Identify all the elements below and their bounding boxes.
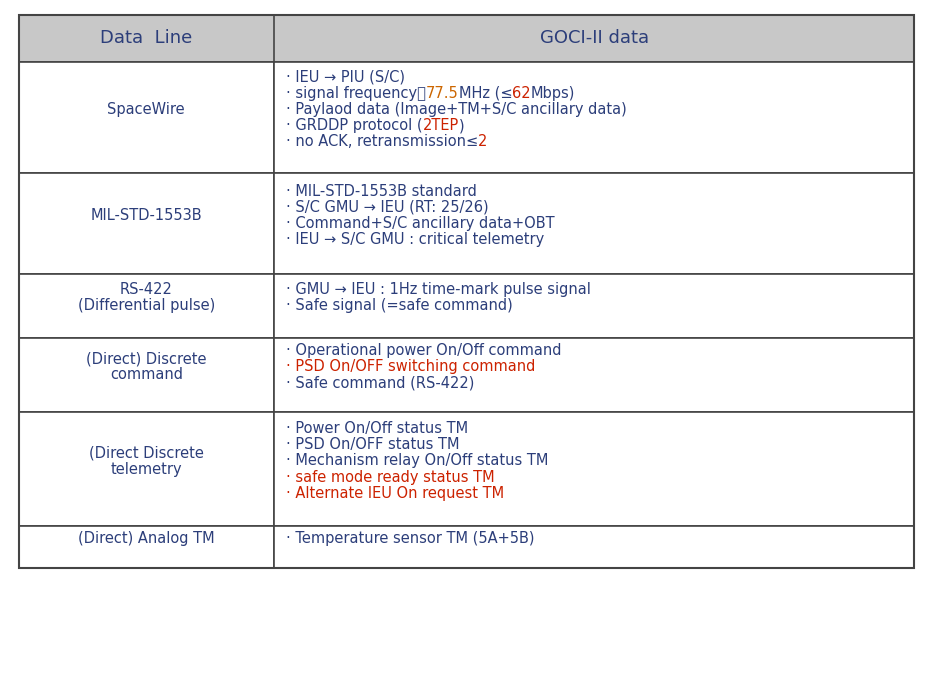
Text: Mbps): Mbps): [531, 86, 575, 100]
Text: MIL-STD-1553B: MIL-STD-1553B: [91, 208, 202, 223]
Text: · PSD On/OFF status TM: · PSD On/OFF status TM: [285, 437, 459, 452]
Text: · IEU → S/C GMU : critical telemetry: · IEU → S/C GMU : critical telemetry: [285, 232, 544, 247]
Text: (Direct Discrete: (Direct Discrete: [89, 445, 203, 460]
Text: MHz (≤: MHz (≤: [458, 86, 512, 100]
Text: · Temperature sensor TM (5A+5B): · Temperature sensor TM (5A+5B): [285, 531, 535, 547]
Bar: [19, 337, 274, 412]
Text: · Operational power On/Off command: · Operational power On/Off command: [285, 343, 562, 358]
Text: · GMU → IEU : 1Hz time-mark pulse signal: · GMU → IEU : 1Hz time-mark pulse signal: [285, 282, 591, 297]
Text: 77.5: 77.5: [425, 86, 458, 100]
Text: command: command: [110, 367, 183, 382]
Text: · signal frequency：: · signal frequency：: [285, 86, 425, 100]
Bar: [274, 173, 914, 274]
Text: ): ): [459, 118, 465, 133]
Text: Data  Line: Data Line: [100, 29, 192, 48]
Text: (Differential pulse): (Differential pulse): [77, 298, 215, 313]
Text: · Power On/Off status TM: · Power On/Off status TM: [285, 421, 468, 436]
Text: · no ACK, retransmission≤: · no ACK, retransmission≤: [285, 134, 479, 149]
Bar: [19, 15, 914, 62]
Bar: [274, 412, 914, 526]
Text: · Alternate IEU On request TM: · Alternate IEU On request TM: [285, 486, 504, 501]
Text: · Mechanism relay On/Off status TM: · Mechanism relay On/Off status TM: [285, 454, 549, 469]
Text: SpaceWire: SpaceWire: [107, 102, 185, 117]
Text: · S/C GMU → IEU (RT: 25/26): · S/C GMU → IEU (RT: 25/26): [285, 200, 489, 215]
Text: · Command+S/C ancillary data+OBT: · Command+S/C ancillary data+OBT: [285, 216, 554, 231]
Text: (Direct) Discrete: (Direct) Discrete: [86, 351, 206, 366]
Text: · PSD On/OFF switching command: · PSD On/OFF switching command: [285, 359, 536, 374]
Bar: [19, 274, 274, 337]
Text: GOCI-II data: GOCI-II data: [539, 29, 648, 48]
Bar: [19, 15, 914, 568]
Text: · Safe signal (=safe command): · Safe signal (=safe command): [285, 298, 512, 313]
Text: · IEU → PIU (S/C): · IEU → PIU (S/C): [285, 69, 405, 84]
Text: · Safe command (RS-422): · Safe command (RS-422): [285, 375, 474, 390]
Text: · safe mode ready status TM: · safe mode ready status TM: [285, 470, 494, 485]
Text: telemetry: telemetry: [110, 462, 182, 477]
Bar: [274, 274, 914, 337]
Bar: [19, 412, 274, 526]
Text: RS-422: RS-422: [119, 282, 173, 297]
Text: · MIL-STD-1553B standard: · MIL-STD-1553B standard: [285, 183, 477, 198]
Bar: [274, 62, 914, 173]
Text: 62: 62: [512, 86, 531, 100]
Text: 2: 2: [479, 134, 488, 149]
Text: 2TEP: 2TEP: [423, 118, 459, 133]
Bar: [19, 62, 274, 173]
Text: (Direct) Analog TM: (Direct) Analog TM: [78, 531, 215, 547]
Bar: [274, 526, 914, 568]
Bar: [19, 173, 274, 274]
Text: · GRDDP protocol (: · GRDDP protocol (: [285, 118, 423, 133]
Bar: [19, 526, 274, 568]
Text: · Paylaod data (Image+TM+S/C ancillary data): · Paylaod data (Image+TM+S/C ancillary d…: [285, 102, 627, 117]
Bar: [274, 337, 914, 412]
